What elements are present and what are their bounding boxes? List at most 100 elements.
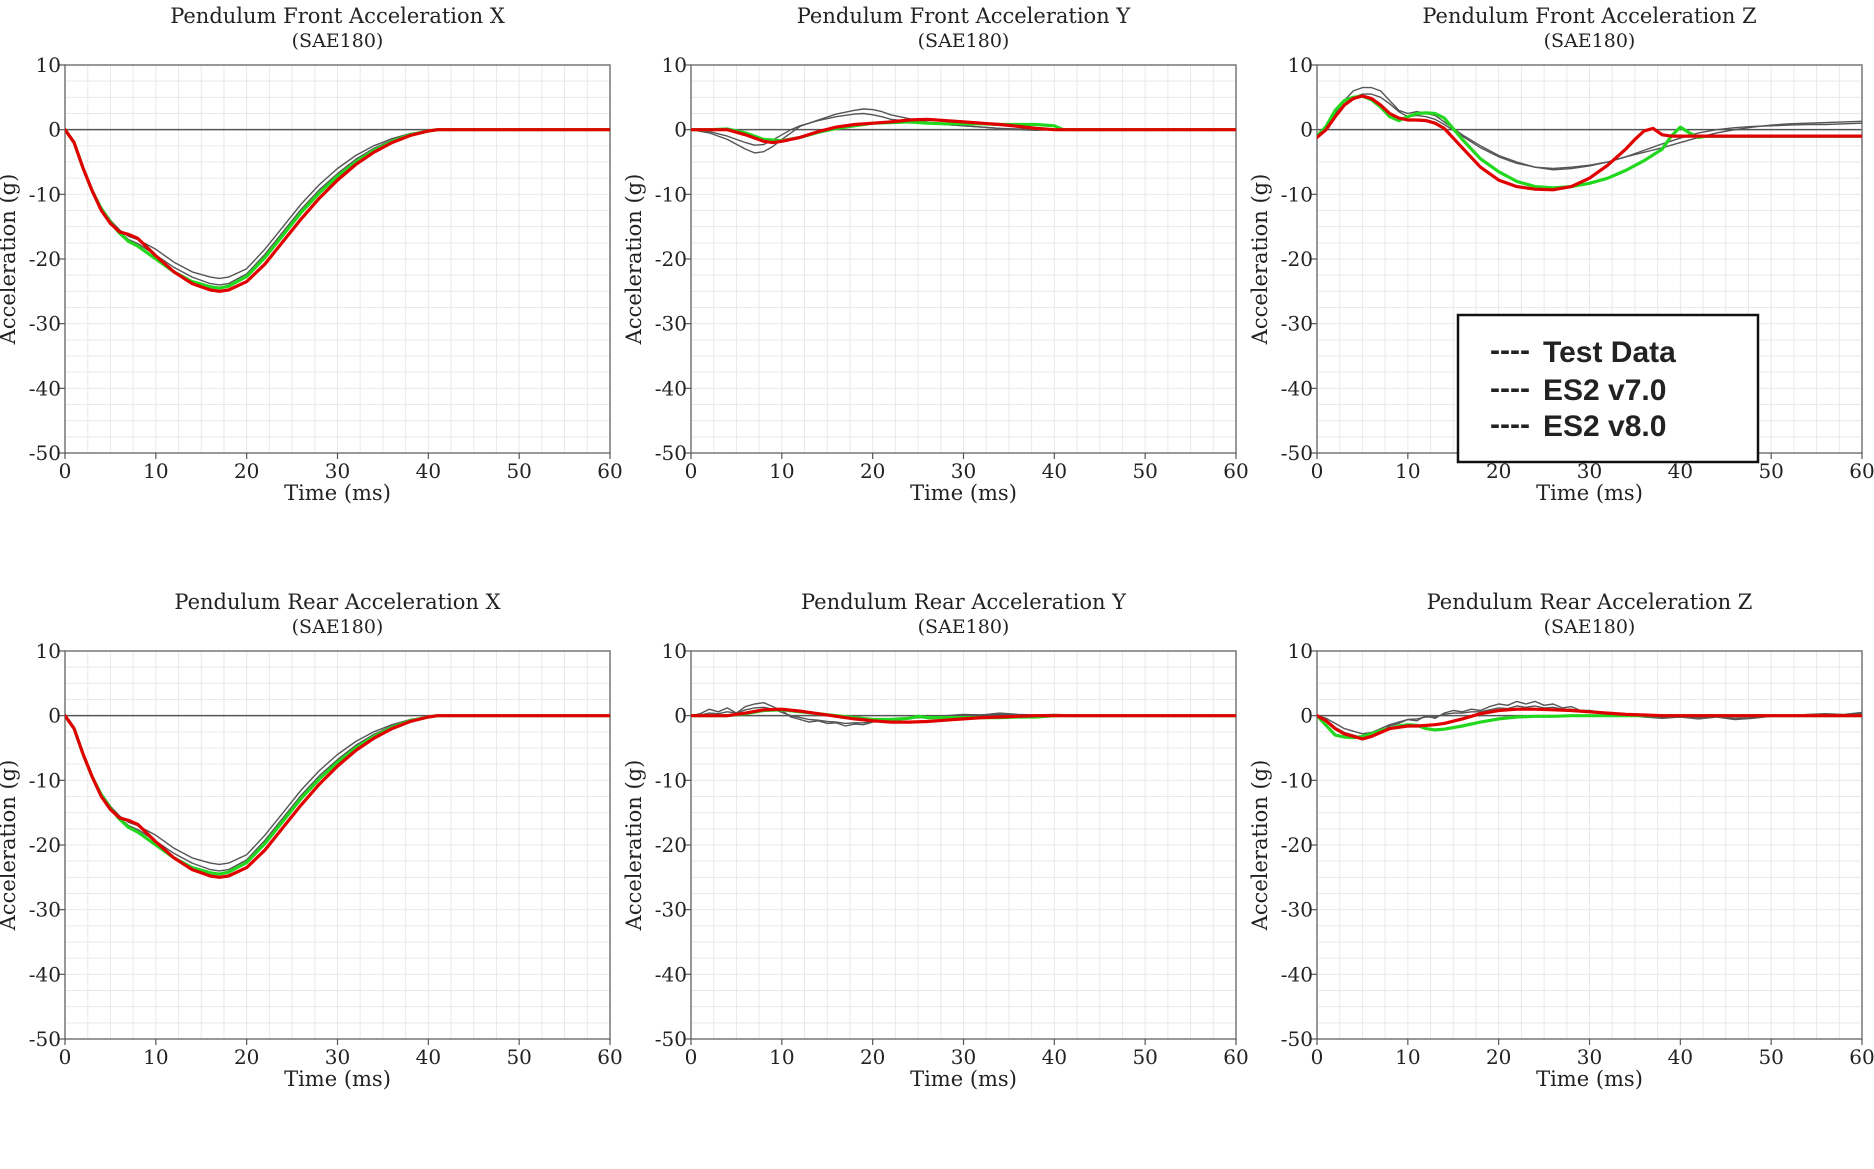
y-tick-label: -50 (655, 441, 687, 465)
x-tick-label: 40 (416, 1045, 441, 1069)
x-tick-label: 10 (143, 1045, 168, 1069)
legend: ---- Test Data ---- ES2 v7.0 ---- ES2 v8… (1456, 313, 1760, 464)
chart-panel-5: Pendulum Rear Acceleration Y(SAE180) 0 10 2… (622, 590, 1249, 1091)
chart-title: Pendulum Front Acceleration X (170, 4, 505, 28)
series-line-4 (691, 707, 1236, 724)
x-tick-label: 30 (325, 1045, 350, 1069)
chart-title: Pendulum Front Acceleration Z (1422, 4, 1756, 28)
x-tick-label: 50 (1132, 1045, 1157, 1069)
y-tick-label: -50 (655, 1027, 687, 1051)
chart-title: Pendulum Rear Acceleration Z (1427, 590, 1753, 614)
x-tick-label: 60 (1849, 459, 1874, 483)
y-axis-label: Acceleration (g) (622, 760, 646, 932)
chart-subtitle: (SAE180) (292, 616, 384, 638)
chart-panels: Pendulum Front Acceleration X(SAE180)0 10… (0, 4, 1874, 1091)
y-tick-label: -20 (29, 833, 61, 857)
x-tick-label: 0 (1311, 459, 1324, 483)
x-tick-label: 40 (1042, 1045, 1067, 1069)
x-tick-label: 10 (143, 459, 168, 483)
legend-dash-v7: ---- (1490, 372, 1530, 405)
y-tick-label: -40 (1281, 376, 1313, 400)
y-tick-label: -10 (29, 182, 61, 206)
y-tick-label: -20 (655, 833, 687, 857)
x-tick-label: 50 (506, 1045, 531, 1069)
y-tick-label: 0 (674, 704, 687, 728)
x-tick-label: 30 (951, 1045, 976, 1069)
chart-subtitle: (SAE180) (918, 30, 1010, 52)
y-tick-label: -40 (29, 376, 61, 400)
y-tick-label: -40 (655, 376, 687, 400)
y-axis-label: Acceleration (g) (0, 174, 20, 346)
y-tick-label: 0 (48, 704, 61, 728)
y-tick-label: 10 (1288, 53, 1313, 77)
x-tick-label: 10 (1395, 459, 1420, 483)
y-tick-label: -30 (29, 898, 61, 922)
legend-label-test: Test Data (1543, 336, 1676, 369)
chart-title: Pendulum Rear Acceleration Y (801, 590, 1127, 614)
x-axis-label: Time (ms) (284, 481, 391, 505)
x-tick-label: 50 (1758, 1045, 1783, 1069)
y-tick-label: -30 (29, 312, 61, 336)
y-tick-label: -20 (1281, 833, 1313, 857)
x-tick-label: 60 (1849, 1045, 1874, 1069)
y-tick-label: 10 (36, 639, 61, 663)
x-tick-label: 50 (1758, 459, 1783, 483)
x-tick-label: 0 (685, 459, 698, 483)
y-tick-label: -50 (1281, 441, 1313, 465)
x-tick-label: 0 (685, 1045, 698, 1069)
y-axis-label: Acceleration (g) (1248, 174, 1272, 346)
y-tick-label: 0 (674, 118, 687, 142)
x-tick-label: 60 (1223, 1045, 1248, 1069)
y-tick-label: -40 (655, 962, 687, 986)
x-tick-label: 50 (1132, 459, 1157, 483)
y-axis-label: Acceleration (g) (0, 760, 20, 932)
chart-subtitle: (SAE180) (1544, 30, 1636, 52)
chart-panel-4: Pendulum Rear Acceleration X(SAE180) 0 10 2… (0, 590, 623, 1091)
x-tick-label: 60 (1223, 459, 1248, 483)
y-tick-label: -10 (655, 768, 687, 792)
series-line-4 (691, 117, 1236, 145)
y-tick-label: -20 (29, 247, 61, 271)
y-tick-label: 0 (48, 118, 61, 142)
x-tick-label: 60 (597, 1045, 622, 1069)
y-tick-label: 10 (1288, 639, 1313, 663)
chart-title: Pendulum Rear Acceleration X (174, 590, 500, 614)
y-tick-label: 0 (1300, 704, 1313, 728)
y-tick-label: -10 (655, 182, 687, 206)
chart-panel-6: Pendulum Rear Acceleration Z(SAE180) 0 10 2… (1248, 590, 1874, 1091)
series-line-2 (1317, 93, 1862, 171)
x-axis-label: Time (ms) (1536, 481, 1643, 505)
series-line-4 (65, 128, 610, 293)
series-line-4 (65, 714, 610, 879)
chart-subtitle: (SAE180) (292, 30, 384, 52)
x-tick-label: 20 (234, 459, 259, 483)
chart-subtitle: (SAE180) (918, 616, 1010, 638)
y-tick-label: 0 (1300, 118, 1313, 142)
x-tick-label: 20 (234, 1045, 259, 1069)
x-tick-label: 10 (769, 1045, 794, 1069)
y-tick-label: -30 (1281, 898, 1313, 922)
chart-subtitle: (SAE180) (1544, 616, 1636, 638)
y-tick-label: -10 (1281, 768, 1313, 792)
chart-panel-3: Pendulum Front Acceleration Z(SAE180) 0 10… (1248, 4, 1874, 505)
y-tick-label: -10 (1281, 182, 1313, 206)
y-tick-label: -30 (1281, 312, 1313, 336)
legend-box (1456, 313, 1760, 464)
y-tick-label: -50 (29, 1027, 61, 1051)
y-tick-label: -30 (655, 312, 687, 336)
x-axis-label: Time (ms) (910, 481, 1017, 505)
y-tick-label: -40 (29, 962, 61, 986)
chart-title: Pendulum Front Acceleration Y (797, 4, 1132, 28)
legend-label-v7: ES2 v7.0 (1543, 374, 1666, 407)
x-tick-label: 10 (769, 459, 794, 483)
x-tick-label: 30 (325, 459, 350, 483)
x-axis-label: Time (ms) (1536, 1067, 1643, 1091)
y-tick-label: 10 (662, 53, 687, 77)
y-tick-label: 10 (36, 53, 61, 77)
x-tick-label: 40 (1042, 459, 1067, 483)
x-tick-label: 30 (1577, 1045, 1602, 1069)
x-tick-label: 30 (951, 459, 976, 483)
x-tick-label: 0 (59, 459, 72, 483)
x-tick-label: 60 (597, 459, 622, 483)
